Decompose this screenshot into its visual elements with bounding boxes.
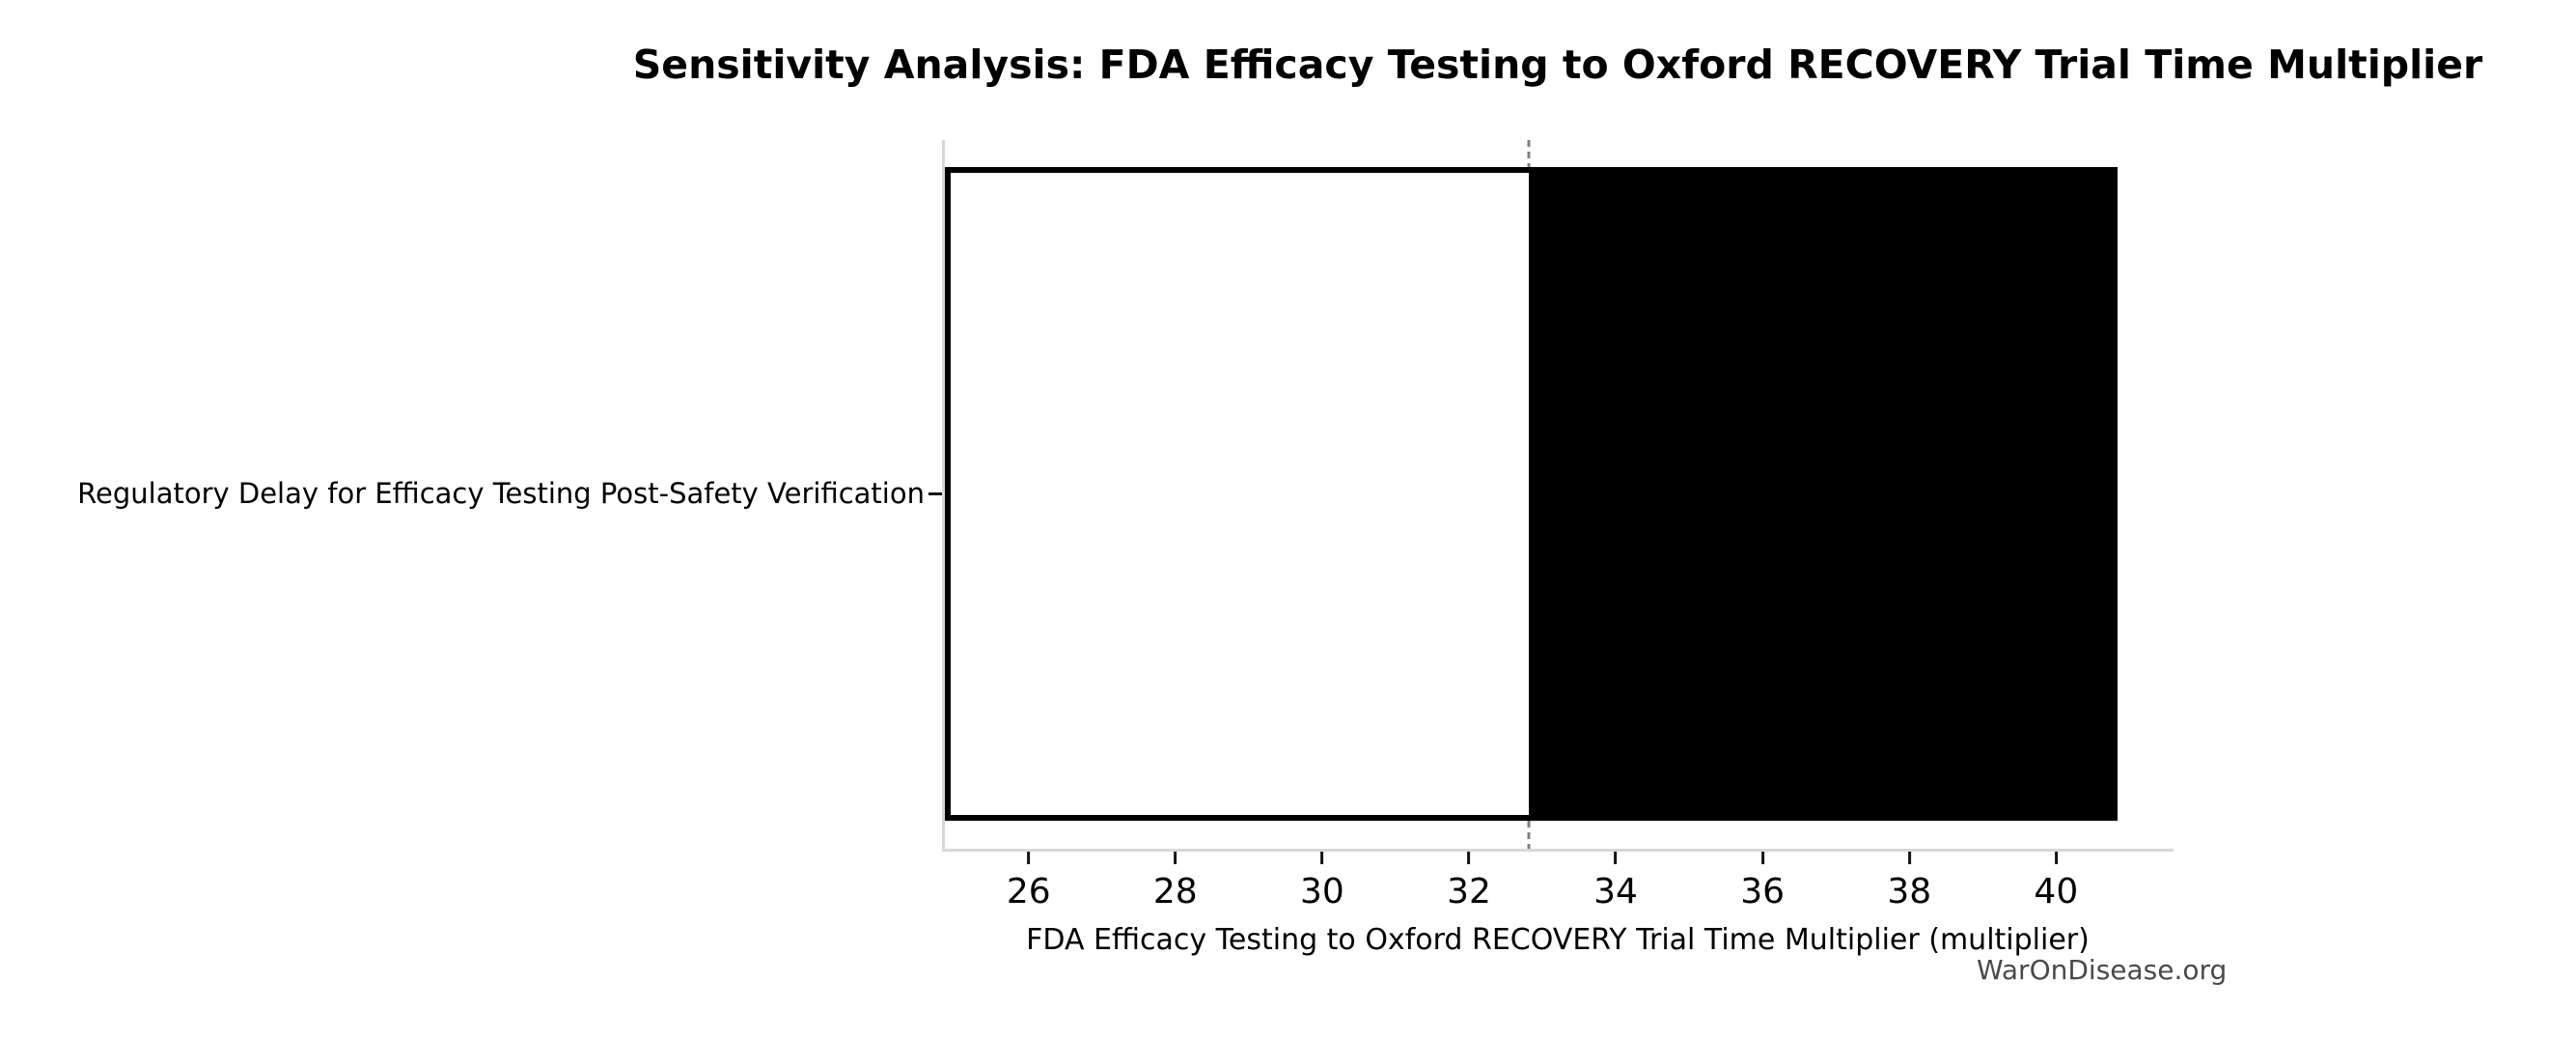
x-tick-32: 32 [1447,852,1491,912]
x-tick-mark [1320,852,1324,864]
x-tick-mark [1174,852,1177,864]
x-axis-label: FDA Efficacy Testing to Oxford RECOVERY … [1026,923,2090,957]
x-tick-label: 28 [1152,872,1198,912]
x-tick-label: 32 [1447,872,1491,912]
x-tick-26: 26 [1007,852,1051,912]
sensitivity-bar [945,167,2119,821]
x-tick-40: 40 [2034,852,2078,912]
x-tick-38: 38 [1887,852,1931,912]
x-tick-mark [1907,852,1911,864]
x-axis-spine [942,849,2174,852]
x-tick-mark [2054,852,2058,864]
x-tick-34: 34 [1593,852,1638,912]
x-tick-mark [1760,852,1764,864]
y-category-label: Regulatory Delay for Efficacy Testing Po… [77,477,925,510]
x-tick-36: 36 [1740,852,1785,912]
x-tick-label: 30 [1299,872,1344,912]
chart-title: Sensitivity Analysis: FDA Efficacy Testi… [632,42,2483,88]
baseline-dashed-line-top [1527,140,1531,167]
x-tick-label: 40 [2034,872,2079,912]
x-tick-mark [1027,852,1031,864]
y-axis-spine [942,140,945,852]
x-tick-mark [1467,852,1471,864]
x-tick-label: 34 [1593,872,1638,912]
plot-area: 26 28 30 32 34 36 38 40 [942,140,2174,912]
x-tick-label: 26 [1006,872,1051,912]
x-tick-mark [1614,852,1618,864]
x-tick-30: 30 [1300,852,1344,912]
x-tick-label: 36 [1740,872,1786,912]
x-tick-28: 28 [1153,852,1198,912]
x-tick-label: 38 [1887,872,1932,912]
bar-low-segment [951,173,1530,815]
y-tick-mark [928,492,942,495]
watermark: WarOnDisease.org [1977,954,2228,986]
baseline-dashed-line-bottom [1527,821,1531,849]
